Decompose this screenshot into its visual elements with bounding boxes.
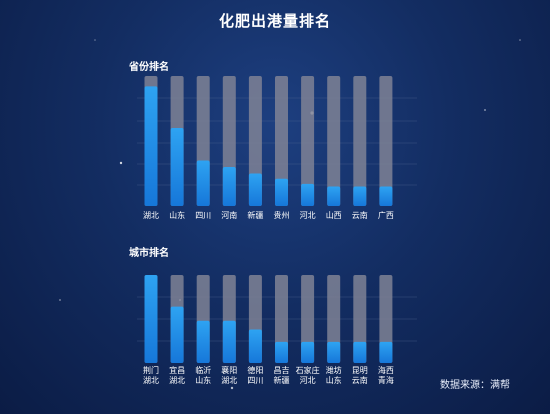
city-bar-track (301, 275, 315, 363)
city-bar-track (379, 275, 393, 363)
city-bar (301, 341, 315, 363)
province-tick-label: 山西 (326, 210, 342, 220)
province-tick-label: 四川 (195, 211, 211, 220)
city-tick-label: 临沂 (195, 365, 211, 375)
city-bar (196, 320, 210, 363)
province-bar-track (379, 76, 393, 206)
city-tick-label: 潍坊 (326, 365, 342, 375)
city-tick-label: 昌吉 (274, 366, 290, 375)
city-tick-label: 山东 (326, 375, 342, 385)
province-tick-label: 广西 (378, 210, 394, 220)
province-bar (248, 173, 262, 206)
city-tick-label: 新疆 (274, 375, 290, 385)
city-tick-label: 湖北 (221, 376, 237, 385)
city-tick-label: 宜昌 (169, 365, 185, 375)
city-ranking-label: 城市排名 (129, 248, 169, 259)
city-bar (144, 275, 158, 363)
province-bar (301, 183, 315, 206)
city-tick-label: 石家庄 (296, 365, 320, 375)
province-bar-track (275, 76, 288, 206)
city-tick-label: 昆明 (352, 366, 368, 375)
province-bar (222, 167, 236, 206)
city-tick-label: 荆门 (143, 365, 159, 375)
city-bar (327, 341, 341, 363)
city-tick-label: 云南 (352, 375, 368, 385)
province-bar (144, 86, 158, 206)
city-tick-label: 湖北 (169, 376, 185, 385)
province-tick-label: 湖北 (143, 211, 159, 220)
city-bar (353, 341, 367, 363)
city-tick-label: 湖北 (143, 376, 159, 385)
city-tick-label: 四川 (247, 376, 263, 385)
city-tick-label: 青海 (378, 375, 394, 385)
city-tick-label: 德阳 (247, 365, 263, 375)
city-tick-label: 河北 (300, 375, 316, 385)
province-bar-track (353, 76, 367, 206)
province-tick-label: 新疆 (247, 210, 263, 220)
province-bar-track (327, 76, 341, 206)
city-bar (275, 341, 288, 363)
province-bar (353, 186, 367, 206)
province-bar-track (301, 76, 315, 206)
city-tick-label: 海西 (378, 365, 394, 375)
city-bar-track (327, 275, 341, 363)
province-bar (275, 178, 288, 206)
city-tick-label: 襄阳 (221, 365, 237, 375)
province-bar (327, 186, 341, 206)
province-tick-label: 山东 (169, 210, 185, 220)
data-source-note: 数据来源：满帮 (440, 380, 510, 391)
city-bar-track (353, 275, 367, 363)
province-bar (170, 128, 184, 206)
city-bar (222, 320, 236, 363)
province-tick-label: 河北 (300, 210, 316, 220)
province-bar (196, 160, 210, 206)
city-bar (248, 329, 262, 363)
city-tick-label: 山东 (195, 375, 211, 385)
city-bar-track (275, 275, 288, 363)
province-ranking-label: 省份排名 (129, 62, 169, 73)
city-bar (379, 341, 393, 363)
province-bar (379, 186, 393, 206)
province-tick-label: 贵州 (274, 210, 290, 220)
city-bar (170, 306, 184, 363)
page-title: 化肥出港量排名 (218, 12, 331, 30)
province-tick-label: 云南 (352, 210, 368, 220)
province-tick-label: 河南 (221, 210, 237, 220)
